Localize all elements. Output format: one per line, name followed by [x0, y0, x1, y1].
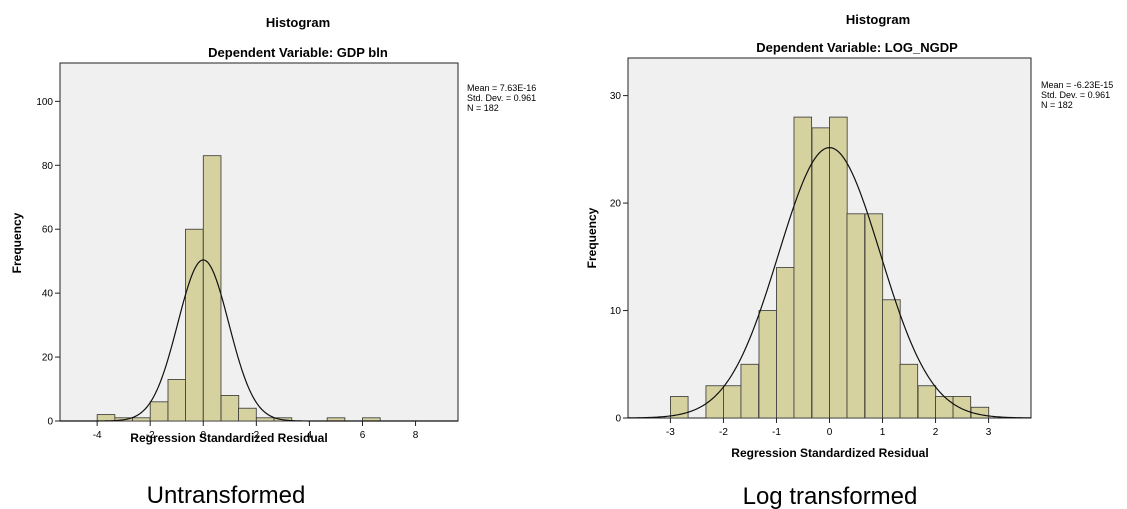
x-tick-label-4: 4 [307, 430, 313, 441]
y-axis-label: Frequency [10, 212, 24, 273]
stat-sd: Std. Dev. = 0.961 [1041, 90, 1110, 100]
x-tick-label-2: -1 [772, 427, 781, 438]
bar-2 [723, 385, 742, 419]
bar-7 [220, 395, 240, 422]
x-tick-label-4: 1 [880, 427, 886, 438]
histogram-untransformed: Histogram Dependent Variable: GDP bln 0 2… [10, 15, 536, 509]
x-tick-label-1: -2 [146, 430, 155, 441]
y-tick-label-0: 0 [47, 417, 53, 428]
bar-0 [96, 414, 116, 422]
bar-8 [829, 116, 848, 419]
x-tick-label-0: -3 [666, 427, 675, 438]
stat-mean: Mean = 7.63E-16 [467, 83, 536, 93]
x-tick-label-5: 6 [360, 430, 366, 441]
bar-3 [740, 363, 760, 419]
bar-4 [167, 379, 187, 422]
x-ticks: -3 -2 -1 0 1 2 3 [666, 418, 992, 438]
bar-7 [811, 127, 831, 419]
x-tick-label-3: 0 [827, 427, 833, 438]
bar-5 [185, 228, 204, 422]
bar-6 [202, 155, 222, 422]
x-ticks: -4 -2 0 2 4 6 8 [93, 421, 419, 441]
y-tick-label-0: 0 [615, 414, 621, 425]
y-tick-label-2: 40 [42, 289, 54, 300]
chart-title: Histogram [266, 15, 330, 30]
x-tick-label-0: -4 [93, 430, 102, 441]
plot-area [59, 62, 459, 422]
bars [96, 155, 381, 422]
bar-0 [670, 396, 689, 419]
chart-caption: Untransformed [147, 482, 306, 509]
x-tick-label-1: -2 [719, 427, 728, 438]
normal-curve [627, 147, 1032, 419]
bar-14 [935, 396, 954, 419]
stat-mean: Mean = -6.23E-15 [1041, 80, 1113, 90]
y-tick-label-1: 20 [42, 353, 54, 364]
chart-caption: Log transformed [743, 483, 918, 509]
chart-subtitle: Dependent Variable: LOG_NGDP [756, 40, 958, 55]
bar-12 [899, 363, 919, 419]
x-tick-label-6: 8 [413, 430, 419, 441]
normal-curve [60, 259, 458, 422]
x-tick-label-6: 3 [986, 427, 992, 438]
bar-11 [882, 299, 901, 419]
chart-subtitle: Dependent Variable: GDP bln [208, 45, 388, 60]
bar-10 [864, 213, 884, 419]
y-tick-label-2: 20 [610, 199, 622, 210]
bar-3 [149, 401, 169, 422]
bar-9 [846, 213, 866, 419]
x-tick-label-5: 2 [933, 427, 939, 438]
histogram-log-transformed: Histogram Dependent Variable: LOG_NGDP 0… [585, 12, 1113, 509]
y-tick-label-5: 100 [36, 97, 53, 108]
stat-sd: Std. Dev. = 0.961 [467, 93, 536, 103]
chart-title: Histogram [846, 12, 910, 27]
bar-6 [793, 116, 813, 419]
stat-n: N = 182 [467, 103, 499, 113]
stat-n: N = 182 [1041, 100, 1073, 110]
bar-5 [776, 267, 795, 419]
x-tick-label-3: 2 [254, 430, 260, 441]
bar-2 [132, 417, 151, 422]
y-axis-label: Frequency [585, 207, 599, 268]
y-ticks: 0 10 20 30 [610, 91, 628, 425]
y-tick-label-4: 80 [42, 161, 54, 172]
y-ticks: 0 20 40 60 80 100 [36, 97, 60, 428]
x-axis-label: Regression Standardized Residual [130, 431, 327, 445]
bar-8 [238, 407, 257, 422]
bar-15 [952, 396, 972, 419]
y-tick-label-1: 10 [610, 306, 622, 317]
bar-4 [758, 310, 778, 419]
bars [670, 116, 990, 419]
x-tick-label-2: 0 [200, 430, 206, 441]
y-tick-label-3: 60 [42, 225, 54, 236]
bar-13 [917, 385, 937, 419]
x-axis-label: Regression Standardized Residual [731, 446, 928, 460]
y-tick-label-3: 30 [610, 91, 622, 102]
bar-9 [255, 417, 275, 422]
